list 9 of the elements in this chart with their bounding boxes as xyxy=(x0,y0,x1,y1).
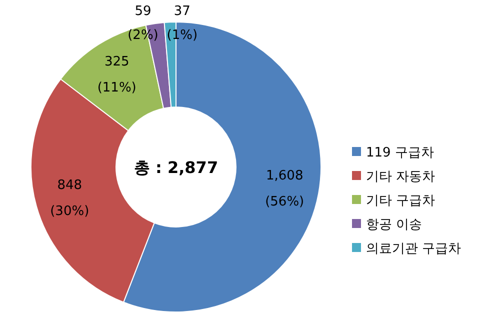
legend-label: 의료기관 구급차 xyxy=(366,242,462,256)
legend-label: 기타 자동차 xyxy=(366,170,436,184)
text: 총 : 2,877 xyxy=(134,158,218,177)
data-label: 1,608 (56%) xyxy=(265,168,304,210)
data-label: 325 (11%) xyxy=(97,54,136,96)
legend-label: 119 구급차 xyxy=(366,146,434,160)
legend-label: 항공 이송 xyxy=(366,218,422,232)
data-label: 848 (30%) xyxy=(50,178,90,219)
legend-label: 기타 구급차 xyxy=(366,194,436,208)
